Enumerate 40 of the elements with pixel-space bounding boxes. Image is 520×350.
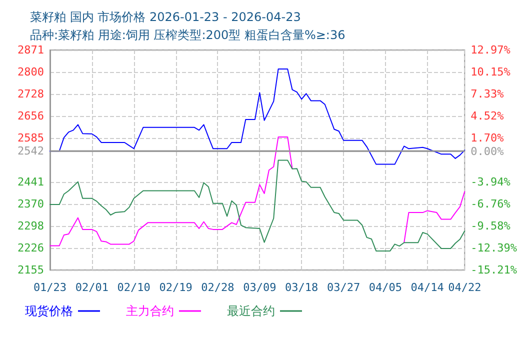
y2-tick-label: 7.33% [470, 88, 504, 101]
y2-tick-label: 1.70% [470, 131, 504, 144]
y-tick-label: 2800 [18, 65, 44, 78]
x-tick-label: 04/05 [368, 281, 402, 294]
y2-tick-label: 4.52% [470, 109, 504, 122]
x-tick-label: 02/10 [117, 281, 150, 294]
y2-tick-label: 10.15% [470, 66, 511, 79]
y2-tick-label: -3.94% [470, 176, 511, 189]
y2-tick-label: -6.76% [470, 198, 511, 211]
legend-label: 现货价格 [25, 304, 73, 318]
x-tick-label: 04/22 [448, 281, 482, 294]
y-tick-label: 2298 [18, 220, 44, 233]
y2-tick-label: -15.21% [470, 264, 518, 276]
y2-tick-label: 12.97% [470, 44, 511, 56]
y-tick-label: 2441 [18, 176, 44, 189]
x-tick-label: 03/18 [285, 281, 318, 294]
chart-title: 菜籽粕 国内 市场价格 2026-01-23 - 2026-04-23 [30, 10, 301, 24]
line-series [50, 160, 466, 252]
x-tick-label: 01/23 [33, 281, 67, 294]
y-tick-label: 2226 [18, 242, 44, 255]
y-tick-label: 2542 [18, 144, 44, 158]
y2-tick-label: 0.00% [470, 144, 504, 158]
y-tick-label: 2728 [18, 87, 44, 100]
line-series [50, 68, 466, 165]
chart-subtitle: 品种:菜籽粕 用途:饲用 压榨类型:200型 粗蛋白含量%≥:36 [30, 28, 346, 42]
y2-tick-label: -12.39% [470, 241, 518, 254]
x-tick-label: 02/19 [159, 281, 192, 294]
x-tick-label: 02/01 [75, 281, 108, 294]
x-tick-label: 02/28 [201, 281, 234, 294]
legend-label: 最近合约 [227, 304, 275, 318]
x-tick-label: 03/27 [326, 281, 360, 294]
y2-tick-label: -9.58% [470, 220, 511, 233]
y-tick-label: 2370 [18, 197, 44, 210]
x-tick-label: 04/14 [410, 281, 444, 294]
y-tick-label: 2656 [18, 110, 44, 123]
legend-label: 主力合约 [126, 304, 174, 318]
y-tick-label: 2871 [18, 44, 44, 56]
x-tick-label: 03/09 [243, 281, 276, 294]
y-tick-label: 2585 [18, 131, 44, 144]
y-tick-label: 2155 [18, 264, 44, 276]
